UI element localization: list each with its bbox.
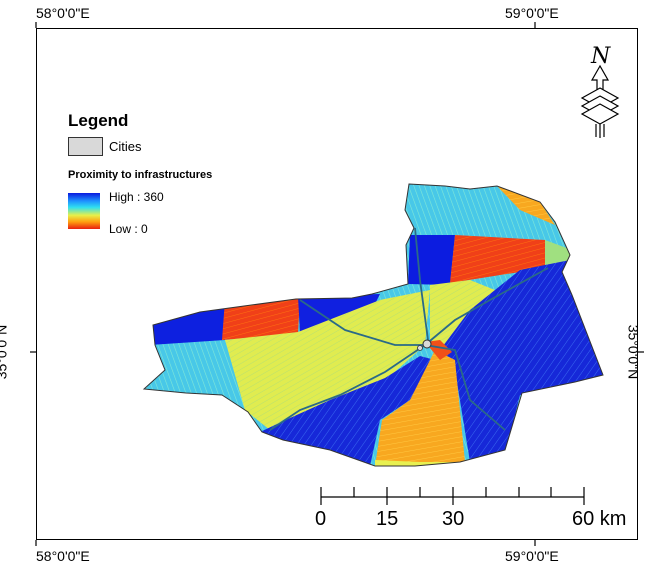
proximity-raster <box>144 184 603 466</box>
top-left-longitude: 58°0'0"E <box>36 5 90 21</box>
cities-swatch <box>68 137 103 156</box>
bottom-right-longitude: 59°0'0"E <box>505 548 559 564</box>
region-boundary <box>142 183 604 467</box>
proximity-layer-title: Proximity to infrastructures <box>68 169 213 181</box>
scale-label-60: 60 km <box>572 508 627 530</box>
scale-label-15: 15 <box>376 508 399 530</box>
north-letter: N <box>591 44 611 69</box>
map-frame <box>36 28 638 540</box>
top-right-longitude: 59°0'0"E <box>505 5 559 21</box>
legend-title: Legend <box>68 111 129 130</box>
color-ramp <box>68 193 100 229</box>
scale-label-0: 0 <box>315 508 327 530</box>
ramp-low-label: Low : 0 <box>109 222 148 236</box>
road-network <box>269 227 549 431</box>
scale-label-30: 30 <box>442 508 465 530</box>
city-marker <box>417 339 432 351</box>
cities-label: Cities <box>109 139 142 154</box>
bottom-left-longitude: 58°0'0"E <box>36 548 90 564</box>
ramp-high-label: High : 360 <box>109 190 164 204</box>
scale-bar <box>320 487 585 505</box>
north-arrow-icon <box>580 64 620 138</box>
graticule-ticks <box>30 22 644 546</box>
